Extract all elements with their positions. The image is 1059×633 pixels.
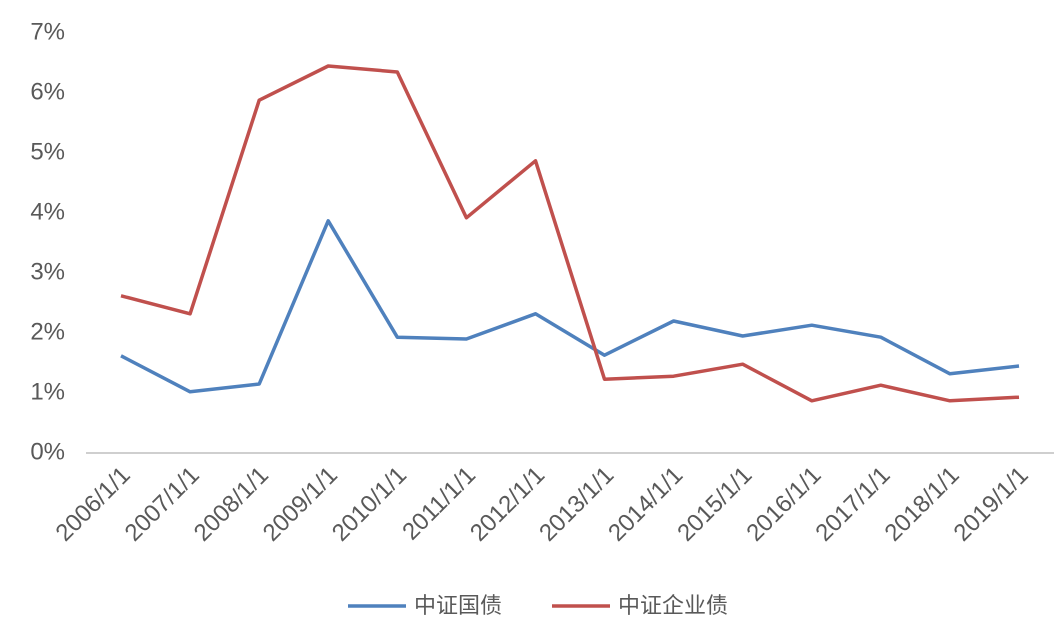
y-tick-label: 2% [30, 318, 65, 345]
x-tick-label: 2010/1/1 [327, 462, 412, 547]
x-tick-label: 2009/1/1 [258, 462, 343, 547]
y-tick-label: 6% [30, 78, 65, 105]
x-tick-label: 2018/1/1 [880, 462, 965, 547]
y-tick-label: 1% [30, 378, 65, 405]
x-tick-label: 2006/1/1 [51, 462, 136, 547]
x-tick-label: 2008/1/1 [189, 462, 274, 547]
legend-label: 中证企业债 [618, 593, 728, 618]
x-tick-label: 2015/1/1 [672, 462, 757, 547]
y-tick-label: 5% [30, 138, 65, 165]
series-line [120, 64, 1020, 403]
series-line [120, 219, 1020, 394]
x-tick-label: 2007/1/1 [120, 462, 205, 547]
x-tick-label: 2011/1/1 [397, 462, 481, 546]
x-tick-label: 2013/1/1 [534, 462, 619, 547]
x-tick-label: 2014/1/1 [603, 462, 688, 547]
x-tick-label: 2017/1/1 [810, 462, 895, 547]
y-tick-label: 3% [30, 258, 65, 285]
x-tick-label: 2012/1/1 [465, 462, 550, 547]
y-tick-label: 4% [30, 198, 65, 225]
x-tick-label: 2019/1/1 [949, 462, 1034, 547]
y-tick-label: 0% [30, 438, 65, 465]
y-tick-label: 7% [30, 18, 65, 45]
x-tick-label: 2016/1/1 [741, 462, 826, 547]
legend-label: 中证国债 [414, 593, 502, 618]
